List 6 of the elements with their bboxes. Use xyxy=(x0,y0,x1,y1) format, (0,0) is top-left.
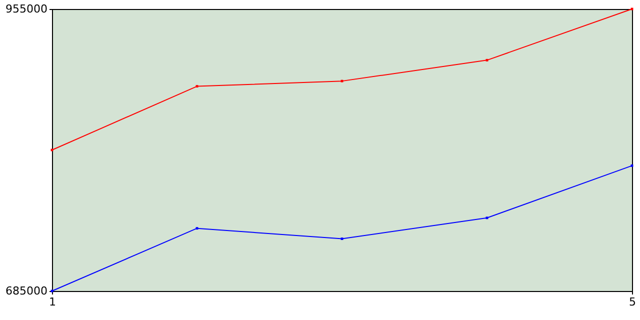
x-tick-label: 5 xyxy=(629,296,636,308)
y-tick-label: 685000 xyxy=(6,284,48,298)
line-series xyxy=(50,8,634,152)
y-tick-label: 955000 xyxy=(6,2,48,16)
x-tick-label: 1 xyxy=(49,296,56,308)
line-series xyxy=(50,164,634,292)
